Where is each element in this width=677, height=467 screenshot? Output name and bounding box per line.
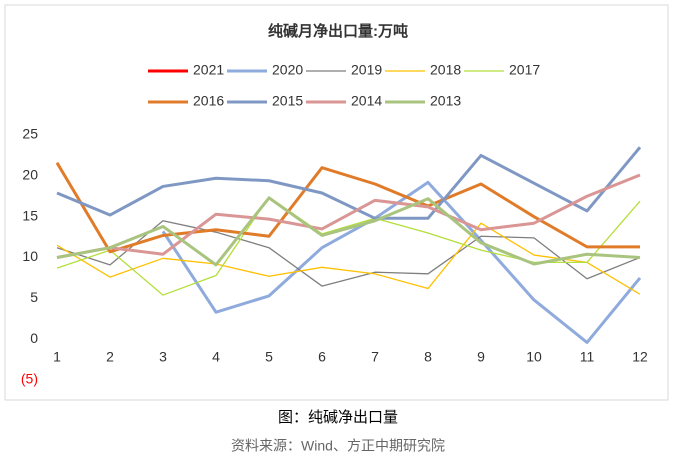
y-tick-label: 0 <box>30 330 38 346</box>
x-tick-label: 2 <box>106 349 114 365</box>
legend-label: 2019 <box>351 62 382 78</box>
y-tick-label: 15 <box>22 207 38 223</box>
x-tick-label: 7 <box>371 349 379 365</box>
series-line <box>56 220 641 287</box>
series-line <box>56 222 641 295</box>
legend-label: 2013 <box>430 93 461 109</box>
series-line <box>55 161 640 254</box>
legend-label: 2015 <box>272 93 303 109</box>
x-tick-label: 1 <box>53 349 61 365</box>
y-tick-label: 5 <box>30 289 38 305</box>
legend-label: 2018 <box>430 62 461 78</box>
legend-label: 2021 <box>193 62 224 78</box>
caption: 图：纯碱净出口量 <box>278 409 398 426</box>
y-tick-label: 20 <box>22 167 38 183</box>
legend-label: 2017 <box>509 62 540 78</box>
y-tick-label: 25 <box>22 126 38 142</box>
legend-label: 2020 <box>272 62 303 78</box>
x-tick-label: 12 <box>632 349 648 365</box>
x-tick-label: 11 <box>580 349 595 365</box>
chart-title: 纯碱月净出口量:万吨 <box>268 22 408 40</box>
series-line <box>161 180 642 344</box>
x-tick-label: 8 <box>424 349 432 365</box>
x-tick-label: 3 <box>159 349 167 365</box>
series-line <box>56 173 641 259</box>
y-tick-label: (5) <box>21 371 38 387</box>
x-tick-label: 4 <box>212 349 220 365</box>
x-tick-label: 10 <box>526 349 542 365</box>
legend-label: 2016 <box>193 93 224 109</box>
legend-label: 2014 <box>351 93 382 109</box>
x-tick-label: 5 <box>265 349 273 365</box>
series-line <box>56 196 641 267</box>
source: 资料来源：Wind、方正中期研究院 <box>231 438 445 454</box>
series-line <box>56 146 642 220</box>
x-tick-label: 9 <box>477 349 485 365</box>
x-tick-label: 6 <box>318 349 326 365</box>
y-tick-label: 10 <box>22 248 38 264</box>
